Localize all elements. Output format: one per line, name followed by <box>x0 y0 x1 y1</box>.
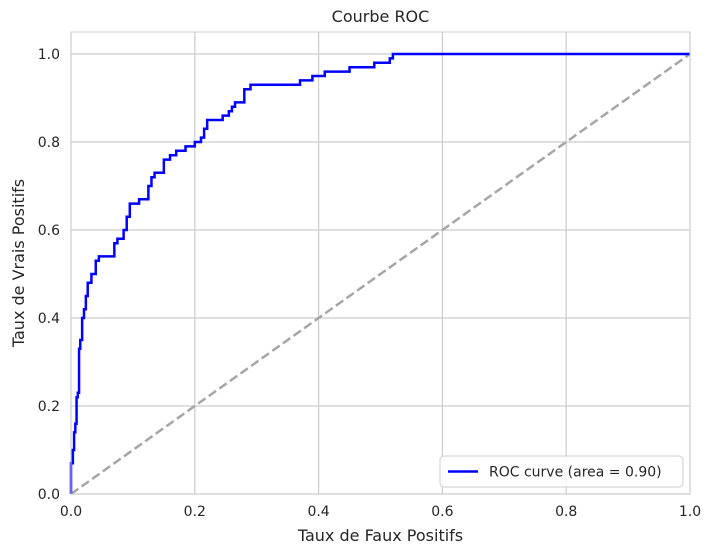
plot-frame <box>70 31 691 495</box>
x-tick-label: 0.0 <box>60 504 82 520</box>
y-tick-label: 1.0 <box>38 47 60 63</box>
legend-entry-label: ROC curve (area = 0.90) <box>489 465 662 481</box>
y-axis-title: Taux de Vrais Positifs <box>9 179 28 348</box>
y-tick-label: 0.2 <box>38 399 60 415</box>
roc-curve-line <box>69 52 690 494</box>
chart-title: Courbe ROC <box>332 7 430 26</box>
y-tick-label: 0.4 <box>38 311 60 327</box>
x-tick-label: 1.0 <box>679 504 701 520</box>
plot-area <box>71 32 690 494</box>
x-tick-label: 0.6 <box>431 504 453 520</box>
legend-box <box>439 455 684 488</box>
x-tick-label: 0.4 <box>307 504 329 520</box>
chance-diagonal-line <box>70 52 691 496</box>
x-axis-ticks: 0.0 0.2 0.4 0.6 0.8 1.0 <box>60 504 701 520</box>
y-axis-ticks: 0.0 0.2 0.4 0.6 0.8 1.0 <box>38 47 60 503</box>
y-tick-label: 0.8 <box>38 135 60 151</box>
legend: ROC curve (area = 0.90) <box>439 455 684 488</box>
x-axis-title: Taux de Faux Positifs <box>297 526 463 545</box>
y-tick-label: 0.0 <box>38 487 60 503</box>
x-tick-label: 0.2 <box>184 504 206 520</box>
x-tick-label: 0.8 <box>555 504 577 520</box>
series-layer <box>69 52 691 496</box>
y-tick-label: 0.6 <box>38 223 60 239</box>
